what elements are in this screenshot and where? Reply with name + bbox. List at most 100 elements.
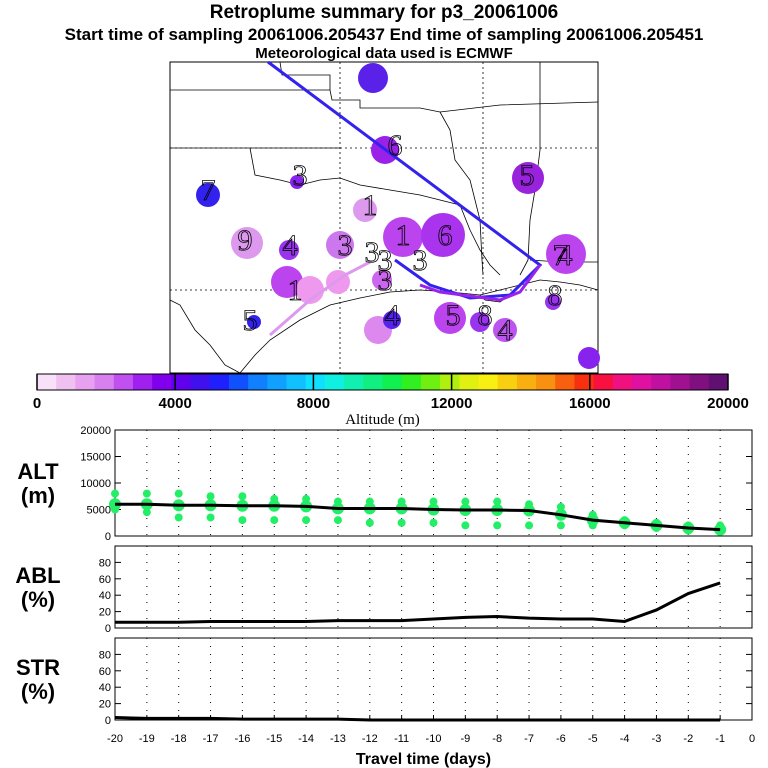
colorbar-swatch [152, 374, 172, 390]
x-tick-label: -4 [620, 733, 630, 745]
colorbar-swatch [190, 374, 211, 390]
colorbar-swatch [689, 374, 710, 390]
y-tick-label: 15000 [80, 452, 111, 464]
cluster-bubble [434, 302, 466, 334]
cluster-label: 3 [378, 264, 393, 297]
x-tick-label: 0 [749, 733, 755, 745]
str-panel: 0 20 40 60 80 STR(%) [16, 637, 753, 727]
cluster-bubble [358, 63, 388, 93]
colorbar-tick-label: 12000 [431, 395, 473, 412]
colorbar-swatch [37, 374, 57, 390]
cluster-label: 3 [413, 244, 428, 277]
x-tick-label: -17 [203, 733, 219, 745]
panel-unit: (m) [21, 483, 55, 508]
panel-label: ALT [17, 459, 59, 484]
colorbar-swatch [113, 374, 134, 390]
cluster-bubble [546, 234, 586, 274]
trajectory-line-mid [419, 264, 542, 302]
colorbar-swatch [593, 374, 614, 390]
cluster-bubble [512, 162, 544, 194]
colorbar-swatch [94, 374, 115, 390]
x-tick-label: -12 [362, 733, 378, 745]
colorbar-swatch [401, 374, 422, 390]
y-tick-label: 80 [99, 557, 111, 569]
x-tick-label: -6 [556, 733, 566, 745]
x-tick-label: -15 [266, 733, 282, 745]
cluster-label: 5 [520, 159, 535, 192]
alt-scatter-point [588, 521, 597, 530]
y-tick-label: 20 [99, 699, 111, 711]
abl-panel: 0 20 40 60 80 ABL(%) [15, 545, 753, 635]
alt-scatter-point [238, 516, 247, 525]
panel-unit: (%) [21, 587, 55, 612]
colorbar-swatch [478, 374, 499, 390]
cluster-bubble [372, 270, 392, 290]
y-tick-label: 40 [99, 682, 111, 694]
y-tick-label: 80 [99, 649, 111, 661]
alt-scatter-point [111, 505, 119, 514]
y-tick-label: 60 [99, 666, 111, 678]
colorbar-swatch [228, 374, 249, 390]
colorbar-swatch [209, 374, 230, 390]
alt-scatter-point [174, 489, 183, 498]
x-tick-label: -10 [426, 733, 442, 745]
alt-scatter-point [111, 489, 119, 498]
alt-scatter-point [461, 497, 470, 506]
y-tick-label: 20000 [80, 425, 111, 437]
cluster-bubble [279, 240, 299, 260]
alt-scatter-point [397, 518, 406, 527]
alt-scatter-point [142, 508, 151, 517]
colorbar-swatch [612, 374, 633, 390]
alt-scatter-point [365, 518, 374, 527]
colorbar-swatch [382, 374, 403, 390]
cluster-bubble [421, 213, 465, 257]
colorbar-swatch [497, 374, 518, 390]
colorbar-swatch [536, 374, 556, 390]
cluster-label: 7 [201, 174, 216, 207]
chart-title: Retroplume summary for p3_20061006 [209, 2, 559, 23]
colorbar-swatch [132, 374, 153, 390]
cluster-label: 4 [498, 314, 513, 347]
cluster-label: 6 [438, 219, 453, 252]
colorbar-swatch [75, 374, 96, 390]
y-tick-label: 0 [105, 531, 111, 543]
colorbar-swatch [440, 374, 460, 390]
cluster-label: 3 [338, 229, 353, 262]
panel-unit: (%) [21, 679, 55, 704]
alt-scatter-point [174, 513, 183, 522]
cluster-bubble [383, 217, 423, 257]
plume-clusters [196, 63, 600, 369]
alt-scatter-point [206, 513, 215, 522]
x-axis-title: Travel time (days) [356, 751, 491, 768]
abl-line [115, 581, 721, 624]
colorbar-tick-label: 8000 [297, 395, 330, 412]
colorbar-swatch [324, 374, 345, 390]
cluster-bubble [247, 315, 261, 329]
alt-scatter-point [556, 502, 565, 511]
cluster-label: 9 [238, 224, 253, 257]
x-tick-label: -14 [298, 733, 314, 745]
cluster-label: 4 [558, 239, 573, 272]
sampling-times: Start time of sampling 20061006.205437 E… [64, 25, 704, 44]
alt-scatter-point [238, 492, 247, 501]
alt-scatter-point [302, 516, 311, 525]
alt-scatter-point [556, 521, 565, 530]
colorbar-tick-label: 20000 [707, 395, 749, 412]
cluster-bubble [545, 294, 561, 310]
altitude-colorbar: 0 4000 8000 12000 16000 20000 Altitude (m) [33, 373, 749, 428]
cluster-bubble [196, 183, 220, 207]
colorbar-swatch [56, 374, 76, 390]
colorbar-swatch [248, 374, 268, 390]
colorbar-swatch [267, 374, 288, 390]
cluster-label: 4 [283, 229, 298, 262]
alt-scatter-point [461, 521, 470, 530]
alt-scatter-point [429, 497, 438, 506]
panel-label: STR [16, 655, 60, 680]
cluster-label: 3 [293, 159, 308, 192]
x-tick-label: -5 [588, 733, 598, 745]
alt-mean-line [115, 502, 721, 532]
x-tick-label: -20 [107, 733, 123, 745]
x-tick-label: -1 [715, 733, 725, 745]
colorbar-tick-label: 0 [33, 395, 41, 412]
